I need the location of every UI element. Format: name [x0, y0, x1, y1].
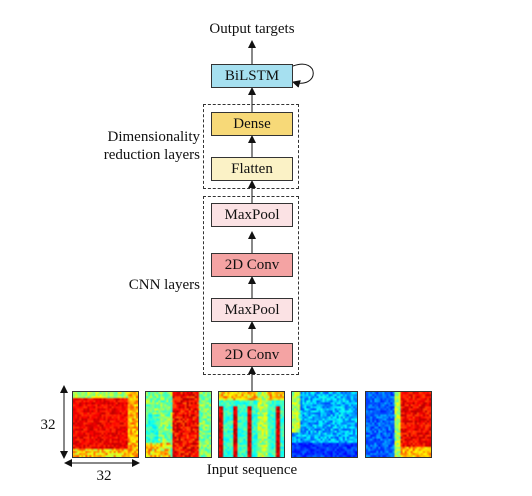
- spectrogram-frame-5: [365, 391, 432, 458]
- flatten-layer: Flatten: [211, 157, 293, 181]
- height-dimension-label: 32: [40, 417, 56, 433]
- spectrogram-frame-3: [218, 391, 285, 458]
- maxpool-bottom-label: MaxPool: [224, 301, 280, 318]
- output-targets-label: Output targets: [209, 21, 295, 37]
- spectrogram-frame-1: [72, 391, 139, 458]
- input-sequence-label: Input sequence: [206, 462, 298, 478]
- cnn-layers-label: CNN layers: [128, 277, 200, 293]
- conv-top-label: 2D Conv: [224, 256, 280, 273]
- dimensionality-label-line2: reduction layers: [103, 147, 200, 163]
- bilstm-layer-label: BiLSTM: [224, 67, 280, 84]
- bilstm-layer: BiLSTM: [211, 64, 293, 88]
- spectrogram-canvas-1: [73, 392, 138, 457]
- conv-layer-bottom: 2D Conv: [211, 343, 293, 367]
- spectrogram-frame-2: [145, 391, 212, 458]
- spectrogram-canvas-3: [219, 392, 284, 457]
- dimensionality-reduction-label: Dimensionality reduction layers: [76, 128, 200, 164]
- maxpool-layer-bottom: MaxPool: [211, 298, 293, 322]
- spectrogram-canvas-5: [366, 392, 431, 457]
- bilstm-recurrent-loop: [292, 63, 314, 88]
- width-dimension-label: 32: [96, 468, 112, 484]
- dense-layer: Dense: [211, 112, 293, 136]
- spectrogram-frame-4: [291, 391, 358, 458]
- maxpool-layer-top: MaxPool: [211, 203, 293, 227]
- maxpool-top-label: MaxPool: [224, 206, 280, 223]
- dimensionality-reduction-group: [203, 104, 299, 189]
- spectrogram-canvas-4: [292, 392, 357, 457]
- conv-bottom-label: 2D Conv: [224, 346, 280, 363]
- conv-layer-top: 2D Conv: [211, 253, 293, 277]
- dimensionality-label-line1: Dimensionality: [107, 129, 201, 145]
- cnn-layers-group: [203, 196, 299, 375]
- dense-layer-label: Dense: [233, 115, 271, 132]
- spectrogram-canvas-2: [146, 392, 211, 457]
- flatten-layer-label: Flatten: [231, 160, 273, 177]
